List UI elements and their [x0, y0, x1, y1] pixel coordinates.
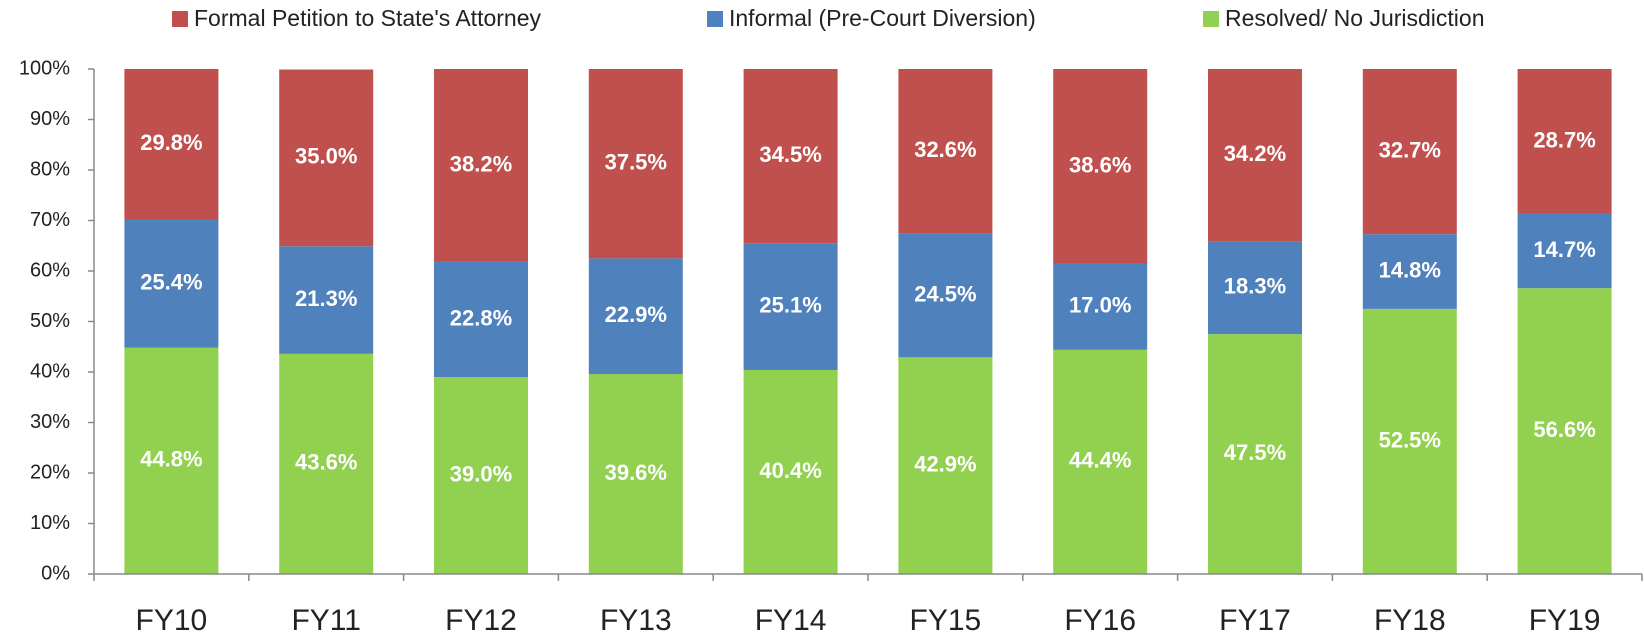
- x-tick-label: FY10: [136, 604, 208, 637]
- legend-swatch: [707, 11, 723, 27]
- value-label: 42.9%: [914, 451, 976, 476]
- value-label: 14.8%: [1379, 257, 1441, 282]
- bar-segment: [898, 69, 993, 234]
- bar-segment: [1053, 69, 1148, 264]
- x-tick-label: FY13: [600, 604, 672, 637]
- bar-segment: [588, 69, 683, 259]
- bar-segment: [898, 357, 993, 574]
- value-label: 38.2%: [450, 151, 512, 176]
- x-tick-label: FY12: [445, 604, 517, 637]
- legend-label: Formal Petition to State's Attorney: [194, 5, 541, 31]
- value-label: 52.5%: [1379, 427, 1441, 452]
- x-tick-label: FY11: [291, 604, 360, 637]
- value-label: 32.7%: [1379, 137, 1441, 162]
- bar-segment: [1362, 69, 1457, 235]
- value-label: 24.5%: [914, 281, 976, 306]
- value-label: 34.2%: [1224, 141, 1286, 166]
- bar-segment: [898, 233, 993, 358]
- x-tick-label: FY14: [755, 604, 827, 637]
- bar-segment: [434, 69, 528, 262]
- bar-segment: [124, 219, 219, 348]
- value-label: 37.5%: [605, 150, 667, 175]
- value-label: 29.8%: [140, 130, 202, 155]
- bar-segment: [743, 243, 838, 370]
- bar-segment: [588, 258, 683, 375]
- y-tick-label: 90%: [30, 108, 70, 130]
- bar-segment: [434, 377, 528, 574]
- y-tick-label: 40%: [30, 360, 70, 382]
- value-label: 38.6%: [1069, 152, 1131, 177]
- bar-segment: [1053, 263, 1148, 350]
- value-label: 18.3%: [1224, 274, 1286, 299]
- bar-segment: [1517, 69, 1612, 214]
- value-label: 56.6%: [1533, 417, 1595, 442]
- y-tick-label: 70%: [30, 209, 70, 231]
- bar-segment: [743, 369, 838, 574]
- y-tick-label: 30%: [30, 411, 70, 433]
- bar-segment: [1362, 308, 1457, 574]
- value-label: 22.9%: [605, 302, 667, 327]
- value-label: 35.0%: [295, 144, 357, 169]
- x-tick-label: FY19: [1529, 604, 1601, 637]
- y-tick-label: 0%: [41, 562, 70, 584]
- value-label: 47.5%: [1224, 440, 1286, 465]
- bar-segment: [743, 69, 838, 244]
- legend-label: Resolved/ No Jurisdiction: [1225, 5, 1485, 31]
- x-tick-label: FY17: [1219, 604, 1291, 637]
- y-tick-label: 50%: [30, 310, 70, 332]
- bar-segment: [1362, 234, 1457, 309]
- value-label: 22.8%: [450, 305, 512, 330]
- value-label: 32.6%: [914, 137, 976, 162]
- value-label: 17.0%: [1069, 293, 1131, 318]
- legend-label: Informal (Pre-Court Diversion): [729, 5, 1036, 31]
- x-tick-label: FY18: [1374, 604, 1446, 637]
- bar-segment: [279, 69, 374, 247]
- legend-swatch: [1203, 11, 1219, 27]
- y-tick-label: 80%: [30, 158, 70, 180]
- value-label: 40.4%: [759, 458, 821, 483]
- bar-segment: [1208, 241, 1302, 335]
- bar-segment: [124, 69, 219, 220]
- bar-segment: [1517, 288, 1612, 574]
- value-label: 43.6%: [295, 450, 357, 475]
- legend-swatch: [172, 11, 188, 27]
- bar-segment: [434, 261, 528, 378]
- y-tick-label: 20%: [30, 461, 70, 483]
- y-tick-label: 60%: [30, 259, 70, 281]
- bar-segment: [124, 347, 219, 574]
- y-tick-label: 10%: [30, 512, 70, 534]
- bar-segment: [1053, 349, 1148, 574]
- value-label: 39.0%: [450, 461, 512, 486]
- value-label: 25.1%: [759, 292, 821, 317]
- value-label: 44.4%: [1069, 448, 1131, 473]
- bar-segment: [1517, 213, 1612, 289]
- x-tick-label: FY15: [910, 604, 982, 637]
- x-tick-label: FY16: [1064, 604, 1136, 637]
- bar-segment: [279, 246, 374, 354]
- bar-segment: [1208, 334, 1302, 574]
- value-label: 39.6%: [605, 460, 667, 485]
- value-label: 34.5%: [759, 142, 821, 167]
- value-label: 25.4%: [140, 269, 202, 294]
- value-label: 44.8%: [140, 447, 202, 472]
- value-label: 28.7%: [1533, 127, 1595, 152]
- bar-segment: [1208, 69, 1302, 242]
- bar-segment: [279, 353, 374, 574]
- bar-segment: [588, 374, 683, 574]
- value-label: 21.3%: [295, 286, 357, 311]
- value-label: 14.7%: [1533, 237, 1595, 262]
- y-tick-label: 100%: [19, 57, 70, 79]
